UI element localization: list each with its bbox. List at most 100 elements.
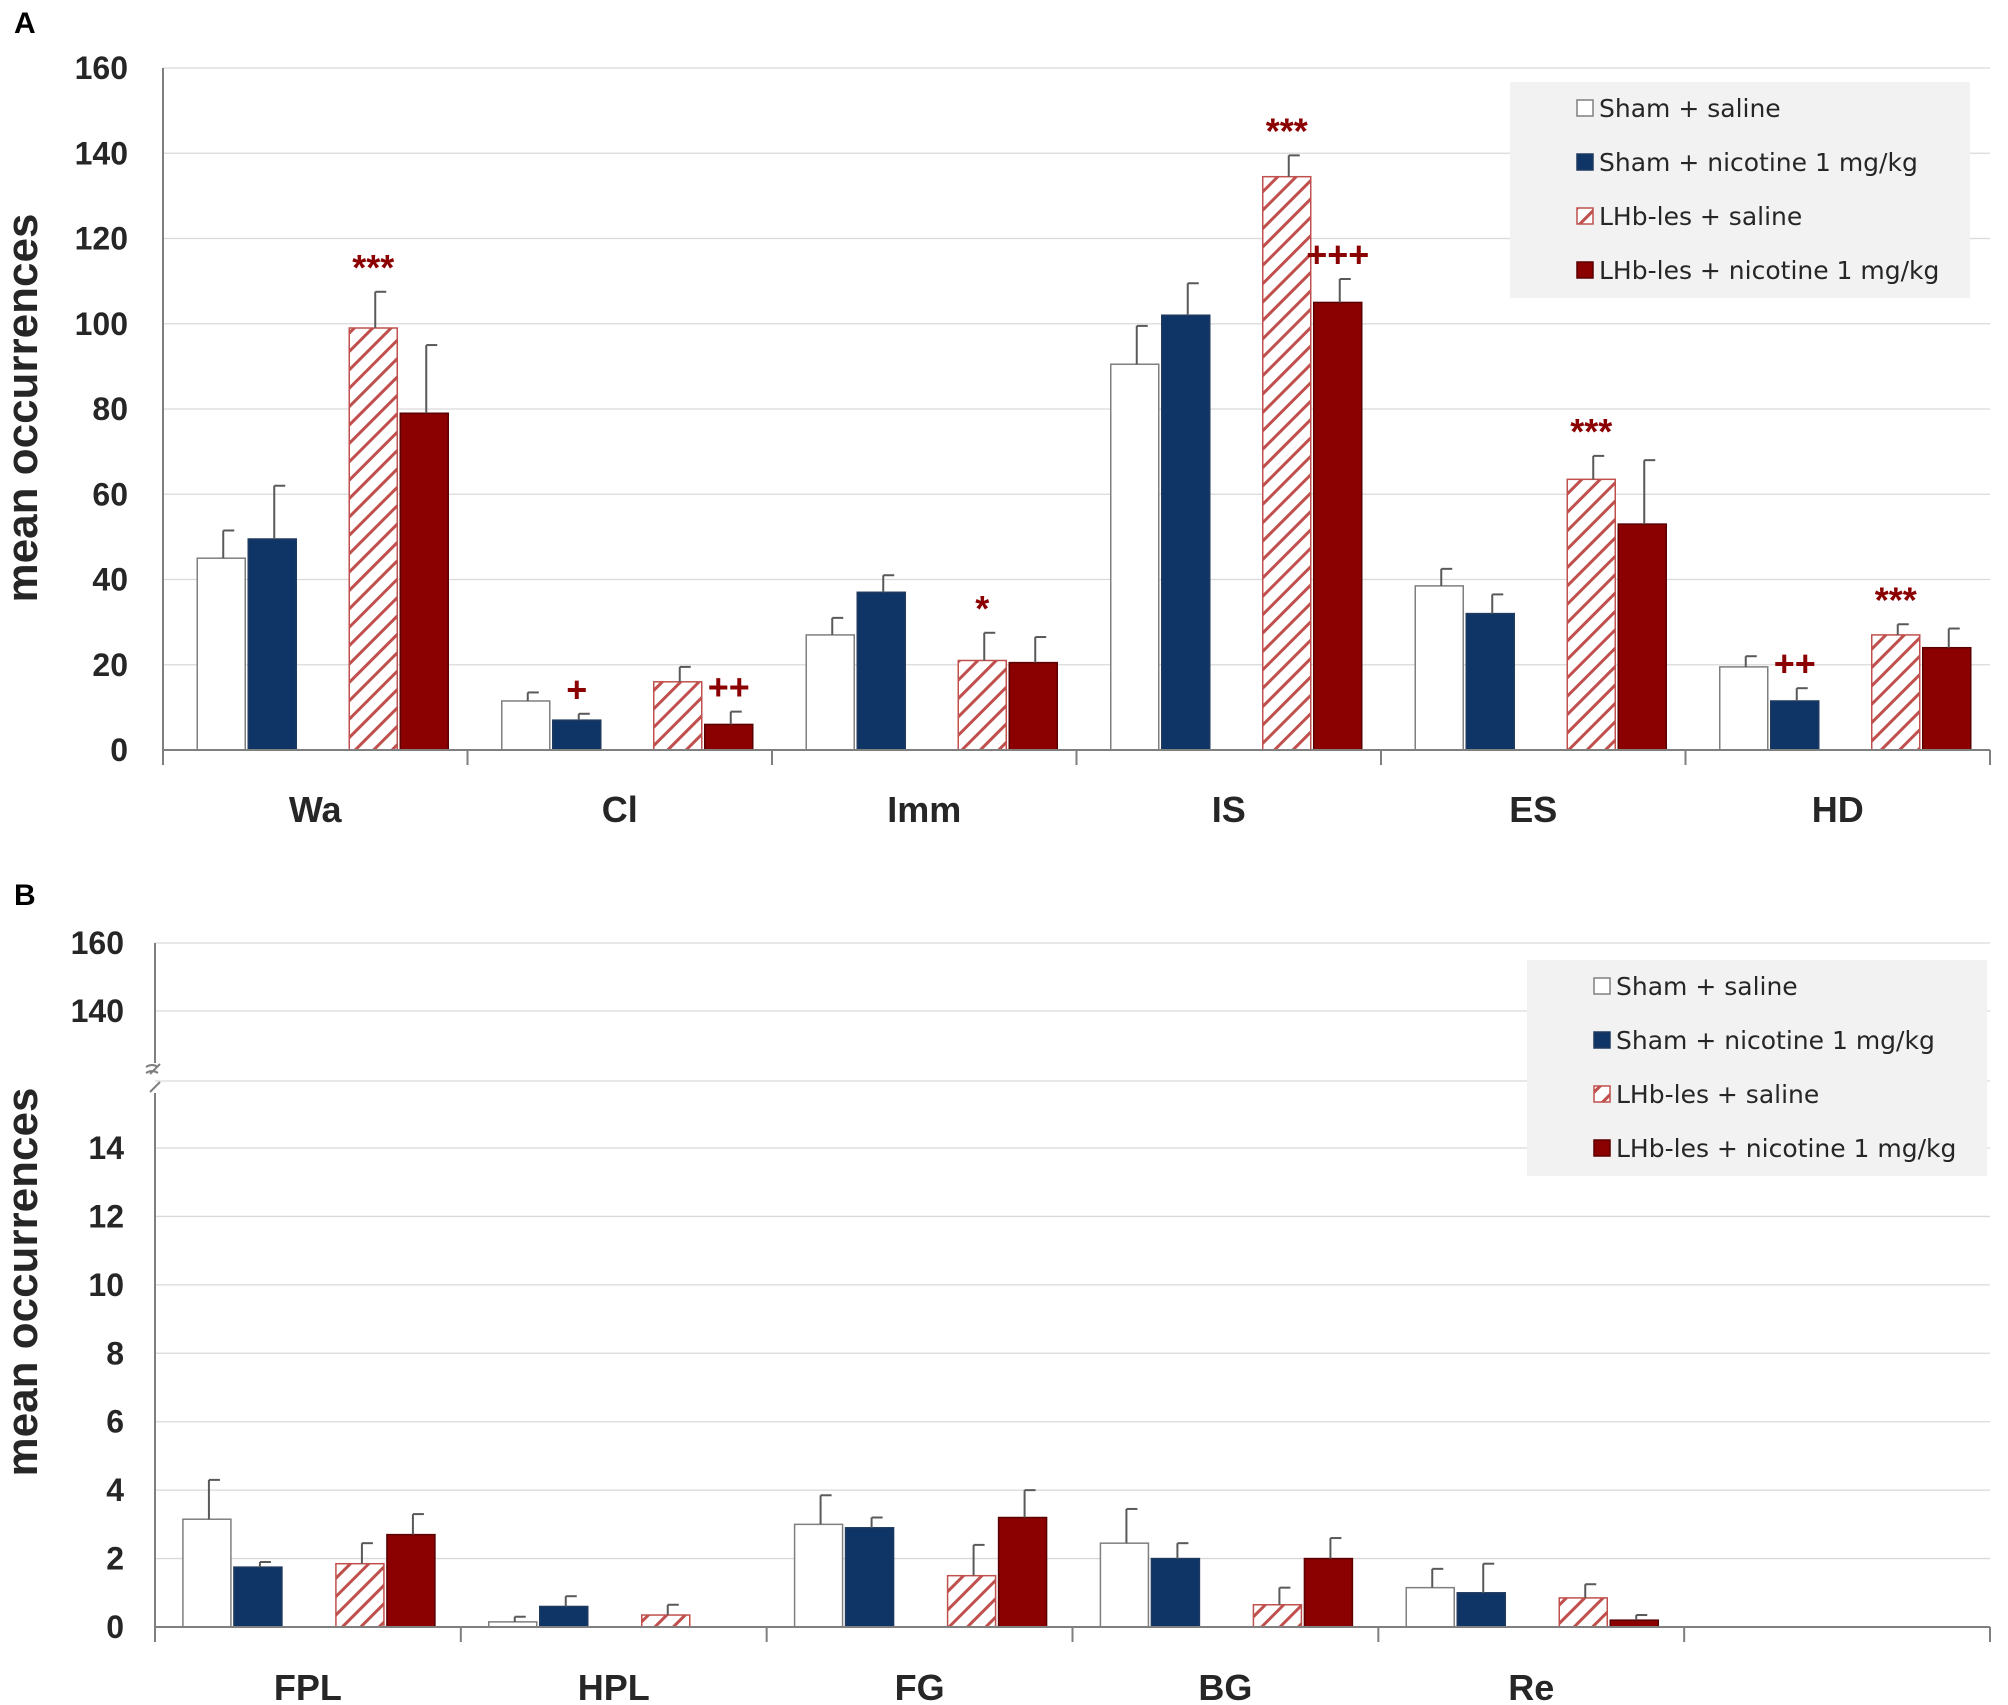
panel-b-y-axis-label: mean occurrences xyxy=(0,1088,47,1477)
significance-mark-imm-3: * xyxy=(975,588,989,629)
bar-wa-sham-saline xyxy=(196,557,246,751)
bar-hd-sham-saline xyxy=(1719,666,1769,751)
panel-a-labels: 0 20 40 60 80 100 120 140 160 Wa Cl Imm IS ES HD xyxy=(75,50,1864,830)
legend-swatch-sham-nicotine-1-mg-kg xyxy=(1576,153,1594,171)
y-tick-label-100: 100 xyxy=(75,306,128,342)
panel-b-axes xyxy=(145,943,1991,1642)
bar-bg-lhb-les-saline xyxy=(1252,1604,1303,1628)
y-tick-label-120: 120 xyxy=(75,221,128,257)
legend-swatch-sham-saline xyxy=(1576,99,1594,117)
y-tick-label-140: 140 xyxy=(71,993,124,1029)
bar-wa-sham-nicotine-1-mg-kg xyxy=(247,538,297,751)
y-tick-label-160: 160 xyxy=(71,925,124,961)
bar-imm-lhb-les-nicotine-1-mg-kg xyxy=(1008,661,1058,751)
y-tick-label-10: 10 xyxy=(88,1267,124,1303)
bar-hpl-sham-nicotine-1-mg-kg xyxy=(539,1605,589,1628)
bar-wa-lhb-les-nicotine-1-mg-kg xyxy=(399,412,449,751)
panel-b: B mean occurrences 0 2 4 6 8 10 12 14 140 160 FPL H… xyxy=(0,879,1991,1705)
panel-a-bars xyxy=(196,154,1972,751)
significance-mark-is-4: *** xyxy=(1266,110,1308,151)
y-axis-break-slashes xyxy=(149,1063,161,1093)
bar-cl-lhb-les-nicotine-1-mg-kg xyxy=(704,723,754,751)
bar-imm-sham-nicotine-1-mg-kg xyxy=(856,591,906,751)
bar-fpl-lhb-les-nicotine-1-mg-kg xyxy=(386,1533,436,1628)
bar-re-sham-nicotine-1-mg-kg xyxy=(1456,1592,1506,1628)
panel-a-gridlines xyxy=(163,67,1990,666)
panel-a-legend: Sham + saline Sham + nicotine 1 mg/kg LHb-… xyxy=(1510,82,1970,298)
significance-mark-wa-0: *** xyxy=(352,247,394,288)
bar-imm-sham-saline xyxy=(805,634,855,751)
x-category-label-is: IS xyxy=(1212,789,1246,830)
y-tick-label-8: 8 xyxy=(106,1335,124,1371)
panel-b-letter: B xyxy=(14,879,36,912)
bar-es-sham-nicotine-1-mg-kg xyxy=(1465,612,1515,751)
y-tick-label-0: 0 xyxy=(110,732,128,768)
y-tick-label-140: 140 xyxy=(75,135,128,171)
panel-a: A mean occurrences 0 20 40 60 80 100 120 140 160… xyxy=(0,7,1991,830)
bar-is-sham-saline xyxy=(1110,363,1160,751)
y-tick-label-20: 20 xyxy=(92,647,128,683)
significance-mark-cl-2: ++ xyxy=(708,667,750,708)
bar-is-sham-nicotine-1-mg-kg xyxy=(1161,314,1211,751)
significance-mark-hd-8: *** xyxy=(1875,579,1917,620)
y-tick-label-80: 80 xyxy=(92,391,128,427)
bar-fg-lhb-les-saline xyxy=(946,1574,997,1628)
legend-label-lhb-les-saline: LHb-les + saline xyxy=(1616,1080,1819,1109)
legend-label-sham-saline: Sham + saline xyxy=(1599,94,1781,123)
y-tick-label-160: 160 xyxy=(75,50,128,86)
bar-re-lhb-les-nicotine-1-mg-kg xyxy=(1609,1619,1659,1628)
bar-cl-sham-saline xyxy=(501,700,551,751)
bar-hd-sham-nicotine-1-mg-kg xyxy=(1770,700,1820,751)
panel-b-labels: 0 2 4 6 8 10 12 14 140 160 FPL HPL FG BG Re xyxy=(71,925,1555,1705)
significance-mark-hd-7: ++ xyxy=(1774,643,1816,684)
bar-bg-sham-nicotine-1-mg-kg xyxy=(1150,1557,1201,1628)
bar-fpl-sham-nicotine-1-mg-kg xyxy=(233,1566,283,1628)
bar-bg-sham-saline xyxy=(1099,1542,1150,1628)
bar-bg-lhb-les-nicotine-1-mg-kg xyxy=(1303,1557,1354,1628)
legend-swatch-lhb-les-saline xyxy=(1593,1085,1611,1103)
bar-fpl-lhb-les-saline xyxy=(335,1562,385,1628)
bar-imm-lhb-les-saline xyxy=(957,659,1007,751)
panel-b-legend: Sham + saline Sham + nicotine 1 mg/kg LHb-… xyxy=(1527,960,1987,1176)
y-tick-label-60: 60 xyxy=(92,476,128,512)
x-category-label-re: Re xyxy=(1508,1667,1554,1705)
significance-mark-is-5: +++ xyxy=(1306,234,1369,275)
bar-is-lhb-les-saline xyxy=(1262,175,1312,751)
y-tick-label-6: 6 xyxy=(106,1404,124,1440)
x-category-label-fg: FG xyxy=(895,1667,945,1705)
x-category-label-hpl: HPL xyxy=(578,1667,650,1705)
bar-hpl-lhb-les-saline xyxy=(641,1614,691,1628)
bar-es-lhb-les-saline xyxy=(1566,478,1616,751)
legend-swatch-lhb-les-nicotine-1-mg-kg xyxy=(1576,261,1594,279)
bar-fg-sham-saline xyxy=(793,1523,844,1628)
bar-es-sham-saline xyxy=(1414,585,1464,751)
bar-hd-lhb-les-nicotine-1-mg-kg xyxy=(1922,646,1972,751)
bar-is-lhb-les-nicotine-1-mg-kg xyxy=(1313,301,1363,751)
y-tick-label-14: 14 xyxy=(88,1130,124,1166)
legend-label-lhb-les-nicotine-1-mg-kg: LHb-les + nicotine 1 mg/kg xyxy=(1616,1134,1956,1163)
x-category-label-hd: HD xyxy=(1812,789,1864,830)
panel-a-axes xyxy=(162,68,1991,765)
bar-hd-lhb-les-saline xyxy=(1871,634,1921,751)
bar-re-lhb-les-saline xyxy=(1558,1597,1608,1628)
legend-label-sham-saline: Sham + saline xyxy=(1616,972,1798,1001)
legend-swatch-lhb-les-nicotine-1-mg-kg xyxy=(1593,1139,1611,1157)
y-tick-label-2: 2 xyxy=(106,1541,124,1577)
legend-swatch-lhb-les-saline xyxy=(1576,207,1594,225)
y-tick-label-40: 40 xyxy=(92,562,128,598)
legend-label-sham-nicotine-1-mg-kg: Sham + nicotine 1 mg/kg xyxy=(1599,148,1918,177)
panel-a-y-axis-label: mean occurrences xyxy=(0,214,47,603)
significance-mark-es-6: *** xyxy=(1570,411,1612,452)
legend-label-lhb-les-nicotine-1-mg-kg: LHb-les + nicotine 1 mg/kg xyxy=(1599,256,1939,285)
legend-label-lhb-les-saline: LHb-les + saline xyxy=(1599,202,1802,231)
panel-a-letter: A xyxy=(14,7,36,40)
x-category-label-imm: Imm xyxy=(887,789,961,830)
legend-swatch-sham-saline xyxy=(1593,977,1611,995)
bar-cl-sham-nicotine-1-mg-kg xyxy=(552,719,602,751)
y-tick-label-4: 4 xyxy=(106,1472,124,1508)
legend-label-sham-nicotine-1-mg-kg: Sham + nicotine 1 mg/kg xyxy=(1616,1026,1935,1055)
legend-swatch-sham-nicotine-1-mg-kg xyxy=(1593,1031,1611,1049)
x-category-label-fpl: FPL xyxy=(274,1667,342,1705)
bar-cl-lhb-les-saline xyxy=(653,681,703,751)
